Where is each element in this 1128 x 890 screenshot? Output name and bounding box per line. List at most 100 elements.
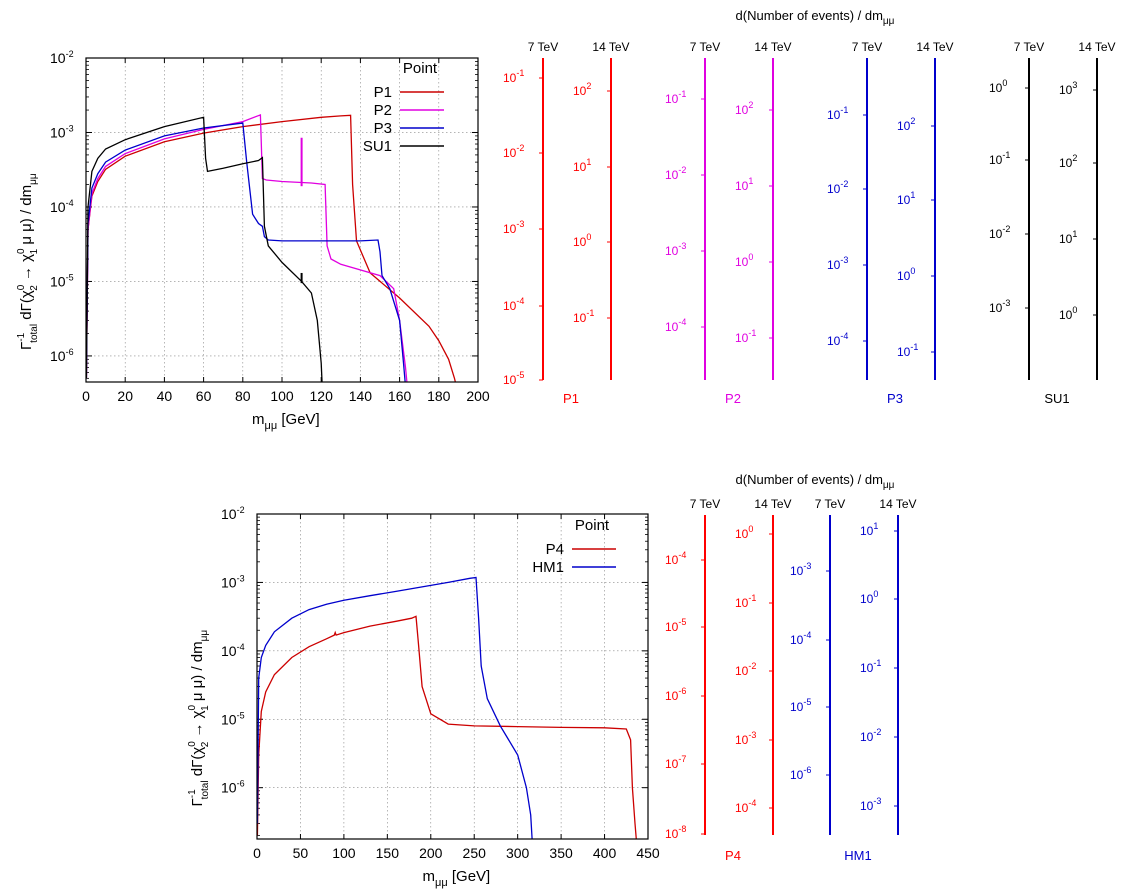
tick-label-14tev: 102: [573, 81, 591, 98]
tick-label-14tev-exp: 1: [748, 176, 753, 186]
tick-label-7tev-exp: -8: [678, 824, 686, 834]
rate-title-text: d(Number of events) / dm: [736, 8, 883, 23]
tick-label-7tev-base: 10: [665, 92, 679, 106]
tick-label-7tev-exp: -2: [1002, 224, 1010, 234]
y-tick-label: 10-6: [50, 347, 74, 364]
tick-label-14tev-exp: 2: [586, 81, 591, 91]
tick-label-7tev: 10-6: [790, 765, 811, 782]
tick-label-7tev: 10-1: [989, 150, 1010, 167]
tick-label-14tev-exp: 1: [873, 521, 878, 531]
y-tick-label-base: 10: [50, 273, 66, 289]
y-axis-label-part: 0: [16, 284, 27, 290]
tick-label-14tev-exp: -3: [873, 796, 881, 806]
tick-label-7tev-base: 10: [665, 689, 679, 703]
y-axis-label-part: → χ: [189, 710, 206, 741]
y-tick-label: 10-3: [50, 123, 74, 140]
tick-label-7tev-exp: -6: [803, 765, 811, 775]
tick-label-14tev-base: 10: [735, 733, 749, 747]
tick-label-14tev: 10-2: [735, 661, 756, 678]
x-axis-label-sub: μμ: [265, 420, 278, 432]
tick-label-14tev-base: 10: [860, 799, 874, 813]
x-tick-label: 140: [349, 388, 373, 404]
tick-label-7tev-base: 10: [827, 258, 841, 272]
tick-label-14tev-exp: 0: [873, 589, 878, 599]
y-axis-label-part: μμ: [28, 173, 39, 185]
tick-label-7tev-exp: -5: [516, 370, 524, 380]
tick-label-14tev: 10-1: [735, 593, 756, 610]
y-axis-label-part: 0: [187, 704, 198, 710]
y-tick-label-exp: -5: [237, 710, 245, 720]
x-axis-label-m: m: [423, 868, 436, 885]
legend-label-hm1: HM1: [532, 559, 564, 576]
tick-label-7tev: 10-4: [503, 296, 524, 313]
x-tick-label: 20: [117, 388, 133, 404]
tick-label-14tev-base: 10: [735, 801, 749, 815]
rate-title-text: d(Number of events) / dm: [736, 472, 883, 487]
tick-label-7tev: 10-2: [665, 165, 686, 182]
point-name-p3: P3: [887, 391, 903, 406]
tick-label-14tev-base: 10: [735, 103, 749, 117]
tick-label-14tev: 10-1: [897, 342, 918, 359]
tick-label-14tev-exp: 2: [1072, 153, 1077, 163]
tick-label-14tev-base: 10: [1059, 232, 1073, 246]
tick-label-14tev-exp: -3: [748, 730, 756, 740]
energy-label-7tev: 7 TeV: [1014, 40, 1044, 54]
legend-label-p4: P4: [546, 541, 564, 558]
y-axis-label-part: → χ: [18, 254, 35, 285]
series-p1-line: [86, 114, 457, 382]
tick-label-7tev-exp: -4: [678, 317, 686, 327]
tick-label-7tev-base: 10: [989, 301, 1003, 315]
tick-label-7tev: 10-7: [665, 754, 686, 771]
tick-label-14tev-exp: 0: [1072, 305, 1077, 315]
tick-label-14tev: 10-1: [573, 308, 594, 325]
tick-label-7tev-exp: -6: [678, 686, 686, 696]
tick-label-7tev: 10-1: [827, 105, 848, 122]
x-tick-label: 60: [196, 388, 212, 404]
y-axis-label-part: 0: [187, 741, 198, 747]
tick-label-7tev-exp: -3: [516, 219, 524, 229]
y-axis-label-part: -1: [16, 332, 27, 341]
tick-label-7tev-exp: -3: [678, 241, 686, 251]
y-axis-label-part: dΓ(χ: [18, 290, 35, 324]
legend-label-su1: SU1: [363, 138, 392, 155]
tick-label-7tev-base: 10: [665, 320, 679, 334]
tick-label-7tev-exp: -1: [1002, 150, 1010, 160]
y-axis-label-part: Γ: [18, 342, 35, 350]
tick-label-14tev-exp: -2: [873, 727, 881, 737]
tick-label-14tev-base: 10: [735, 179, 749, 193]
energy-label-14tev: 14 TeV: [754, 40, 791, 54]
tick-label-14tev-exp: -4: [748, 798, 756, 808]
tick-label-7tev: 10-4: [790, 630, 811, 647]
tick-label-14tev: 100: [860, 589, 878, 606]
x-tick-label: 0: [253, 845, 261, 861]
x-tick-label: 100: [270, 388, 294, 404]
series-hm1-line: [257, 576, 533, 839]
tick-label-7tev-base: 10: [665, 168, 679, 182]
energy-label-14tev: 14 TeV: [1078, 40, 1115, 54]
tick-label-14tev: 102: [735, 100, 753, 117]
tick-label-7tev-base: 10: [989, 153, 1003, 167]
point-name-p1: P1: [563, 391, 579, 406]
legend-label-p3: P3: [374, 120, 392, 137]
y-axis-label-part: 2: [200, 741, 211, 747]
tick-label-14tev-base: 10: [897, 193, 911, 207]
x-axis-label-sub: μμ: [435, 877, 448, 889]
tick-label-7tev-exp: -3: [840, 255, 848, 265]
y-tick-label-base: 10: [50, 124, 66, 140]
tick-label-14tev-exp: 1: [1072, 229, 1077, 239]
x-tick-label: 200: [466, 388, 490, 404]
y-tick-label-base: 10: [50, 199, 66, 215]
tick-label-7tev-base: 10: [989, 227, 1003, 241]
tick-label-14tev: 101: [735, 176, 753, 193]
y-axis-label-part: μ μ) / dm: [189, 641, 206, 705]
y-tick-label-exp: -2: [66, 49, 74, 59]
tick-label-7tev-exp: 0: [1002, 78, 1007, 88]
y-axis-label-part: total: [200, 780, 211, 799]
tick-label-14tev-exp: 3: [1072, 80, 1077, 90]
tick-label-7tev-base: 10: [503, 222, 517, 236]
y-axis-label: Γ-1 total dΓ(χ0 2 → χ0 1 μ μ) / dmμμ: [16, 173, 40, 350]
tick-label-14tev-base: 10: [573, 84, 587, 98]
x-axis-label-unit: [GeV]: [277, 411, 320, 428]
tick-label-14tev: 10-3: [860, 796, 881, 813]
